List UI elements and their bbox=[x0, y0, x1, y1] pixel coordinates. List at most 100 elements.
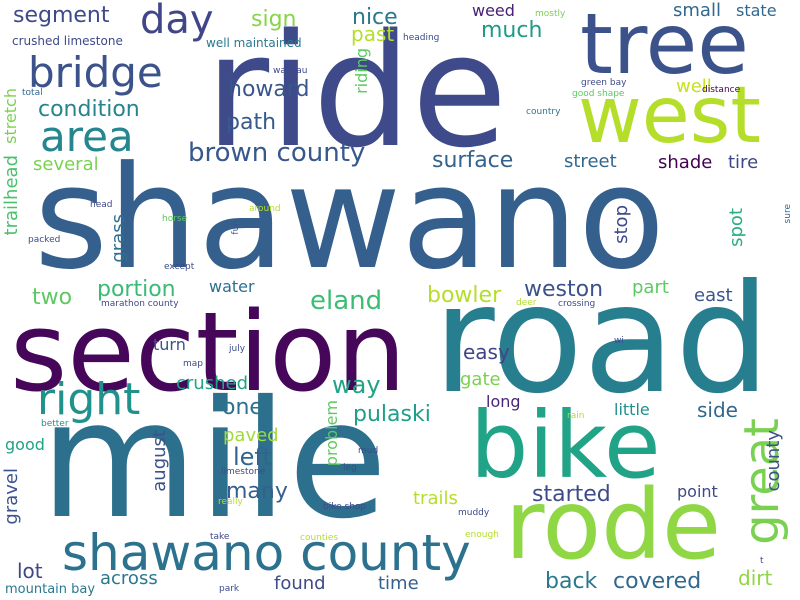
word-ride: ride bbox=[205, 0, 508, 182]
word-mountain-bay: mountain bay bbox=[5, 582, 96, 597]
word-part: part bbox=[632, 277, 669, 298]
word-good: good bbox=[5, 435, 45, 454]
word-marathon-county: marathon county bbox=[101, 299, 179, 309]
word-howard: howard bbox=[228, 77, 310, 102]
word-path: path bbox=[226, 110, 277, 135]
word-head: head bbox=[90, 200, 113, 210]
word-crossing: crossing bbox=[558, 299, 596, 309]
word-side: side bbox=[697, 398, 738, 422]
word-counties: counties bbox=[300, 533, 339, 543]
word-sign: sign bbox=[251, 7, 297, 32]
word-time: time bbox=[378, 573, 419, 594]
word-pulaski: pulaski bbox=[353, 402, 431, 427]
word-east: east bbox=[694, 285, 733, 306]
word-rain: rain bbox=[567, 411, 585, 421]
word-stop: stop bbox=[611, 205, 632, 244]
word-wausau: wausau bbox=[273, 66, 308, 76]
word-shade: shade bbox=[658, 152, 713, 173]
word-really: really bbox=[218, 497, 243, 507]
word-packed: packed bbox=[28, 235, 61, 245]
word-enough: enough bbox=[465, 530, 499, 540]
word-section: section bbox=[10, 288, 407, 416]
word-t: t bbox=[760, 556, 764, 566]
word-country: country bbox=[526, 107, 561, 117]
word-weston: weston bbox=[524, 277, 604, 302]
word-across: across bbox=[100, 568, 158, 589]
word-portion: portion bbox=[97, 277, 176, 302]
word-day: day bbox=[140, 0, 214, 43]
word-distance: distance bbox=[702, 85, 741, 95]
word-county: county bbox=[763, 430, 784, 492]
word-well: well bbox=[676, 76, 712, 97]
word-muddy: muddy bbox=[458, 508, 490, 518]
word-good-shape: good shape bbox=[572, 89, 625, 99]
word-except: except bbox=[164, 262, 195, 272]
word-small: small bbox=[673, 0, 721, 21]
word-wi: wi bbox=[614, 336, 624, 346]
word-back: back bbox=[545, 569, 598, 594]
word-mud: mud bbox=[358, 446, 379, 456]
word-heading: heading bbox=[403, 33, 440, 43]
word-bike: bike bbox=[470, 392, 661, 499]
word-gravel: gravel bbox=[1, 468, 22, 525]
word-road: road bbox=[433, 253, 771, 427]
word-august: august bbox=[149, 430, 170, 492]
word-rode: rode bbox=[505, 469, 722, 581]
word-better: better bbox=[41, 419, 69, 429]
word-stretch: stretch bbox=[1, 88, 20, 144]
word-dirt: dirt bbox=[738, 566, 773, 590]
word-total: total bbox=[22, 88, 43, 98]
word-green-bay: green bay bbox=[581, 78, 627, 88]
word-mostly: mostly bbox=[535, 9, 566, 19]
word-one: one bbox=[222, 395, 263, 420]
word-mile: mile bbox=[40, 367, 388, 555]
word-turn: turn bbox=[153, 335, 186, 354]
word-way: way bbox=[332, 371, 381, 399]
word-deer: deer bbox=[516, 298, 537, 308]
word-covered: covered bbox=[613, 569, 702, 594]
word-much: much bbox=[481, 18, 543, 43]
word-street: street bbox=[564, 151, 617, 172]
word-fun: fun bbox=[231, 220, 241, 235]
word-horse: horse bbox=[162, 214, 188, 224]
word-leg: leg bbox=[343, 463, 357, 473]
word-crushed-limestone: crushed limestone bbox=[12, 34, 123, 48]
word-shawano-county: shawano county bbox=[62, 524, 471, 582]
word-left: left bbox=[233, 443, 272, 471]
word-july: july bbox=[229, 344, 246, 354]
word-area: area bbox=[40, 112, 134, 161]
word-brown-county: brown county bbox=[188, 138, 366, 168]
word-past: past bbox=[351, 22, 395, 46]
word-bowler: bowler bbox=[427, 283, 502, 308]
word-gate: gate bbox=[460, 369, 501, 390]
word-bridge: bridge bbox=[28, 48, 163, 97]
word-spot: spot bbox=[726, 208, 747, 247]
word-easy: easy bbox=[463, 340, 510, 364]
word-paved: paved bbox=[223, 425, 279, 446]
word-found: found bbox=[274, 573, 326, 594]
word-state: state bbox=[736, 1, 777, 20]
word-park: park bbox=[219, 584, 240, 594]
word-take: take bbox=[210, 532, 230, 542]
word-weed: weed bbox=[472, 1, 515, 20]
word-started: started bbox=[532, 482, 611, 507]
word-condition: condition bbox=[38, 97, 140, 122]
word-little: little bbox=[614, 400, 650, 419]
word-tire: tire bbox=[728, 152, 759, 173]
word-several: several bbox=[33, 154, 99, 175]
word-trailhead: trailhead bbox=[1, 155, 22, 236]
word-surface: surface bbox=[432, 148, 514, 173]
word-eland: eland bbox=[310, 286, 383, 316]
word-nice: nice bbox=[352, 5, 398, 30]
word-bike-shop: bike shop bbox=[323, 502, 367, 512]
word-point: point bbox=[677, 482, 718, 501]
word-many: many bbox=[226, 479, 288, 504]
word-around: around bbox=[249, 204, 281, 214]
word-sure: sure bbox=[783, 204, 793, 224]
word-segment: segment bbox=[13, 3, 110, 28]
word-tree: tree bbox=[580, 0, 749, 93]
word-two: two bbox=[32, 285, 73, 310]
word-lot: lot bbox=[17, 559, 43, 583]
word-long: long bbox=[486, 392, 521, 411]
